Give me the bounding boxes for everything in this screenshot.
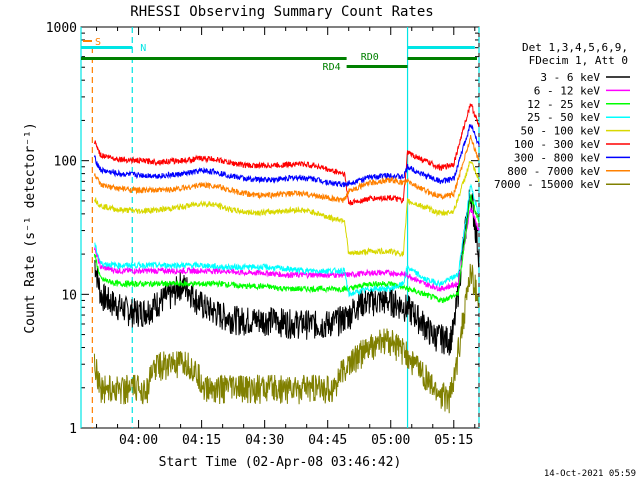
series-line-9 (93, 263, 480, 414)
legend-header-line-1: Det 1,3,4,5,6,9, (522, 41, 628, 54)
x-tick-label: 04:00 (119, 433, 158, 448)
legend-label: 7000 - 15000 keV (494, 178, 600, 191)
series-line-2 (93, 207, 480, 292)
y-tick-label: 100 (54, 155, 77, 170)
footer-date: 14-Oct-2021 05:59 (544, 469, 636, 479)
y-tick-label: 1 (69, 422, 77, 437)
series-line-7 (93, 124, 480, 188)
series-line-4 (94, 183, 480, 298)
legend: Det 1,3,4,5,6,9, FDecim 1, Att 0 3 - 6 k… (494, 41, 630, 191)
saa-label: S (95, 37, 101, 48)
series-line-6 (93, 103, 480, 207)
saa-marker (83, 40, 92, 42)
y-tick-label: 1000 (46, 21, 77, 36)
decimation-label-rd4: RD4 (323, 62, 341, 73)
y-tick-label: 10 (61, 288, 77, 303)
legend-label: 3 - 6 keV (540, 71, 600, 84)
legend-label: 100 - 300 keV (514, 138, 600, 151)
legend-label: 50 - 100 keV (521, 125, 601, 138)
series-line-5 (93, 160, 480, 257)
legend-label: 300 - 800 keV (514, 151, 600, 164)
legend-label: 6 - 12 keV (534, 84, 601, 97)
series-line-8 (93, 134, 480, 203)
night-interval-bar (407, 46, 475, 49)
legend-label: 25 - 50 keV (527, 111, 600, 124)
x-tick-label: 04:15 (182, 433, 221, 448)
x-tick-label: 04:45 (308, 433, 347, 448)
y-axis-label: Count Rate (s⁻¹ detector⁻¹) (23, 122, 38, 333)
night-label: N (140, 43, 146, 54)
x-tick-label: 04:30 (245, 433, 284, 448)
x-tick-label: 05:15 (434, 433, 473, 448)
decimation-rd0-bar (81, 57, 347, 60)
decimation-rd0-bar (407, 57, 477, 60)
legend-header-line-2: FDecim 1, Att 0 (529, 54, 628, 67)
plot-area: 1 10 100 1000 04:00 04:15 04:30 04:45 05:00 05:15… (46, 21, 480, 448)
x-axis-label: Start Time (02-Apr-08 03:46:42) (159, 455, 402, 470)
decimation-label-rd0: RD0 (361, 52, 379, 63)
legend-label: 800 - 7000 keV (507, 165, 600, 178)
series-line-3 (93, 194, 480, 304)
x-tick-label: 05:00 (371, 433, 410, 448)
night-interval-bar (81, 46, 133, 49)
series-line-1 (94, 189, 480, 356)
chart-title: RHESSI Observing Summary Count Rates (130, 4, 433, 20)
decimation-rd4-bar (346, 65, 408, 68)
legend-label: 12 - 25 keV (527, 98, 600, 111)
